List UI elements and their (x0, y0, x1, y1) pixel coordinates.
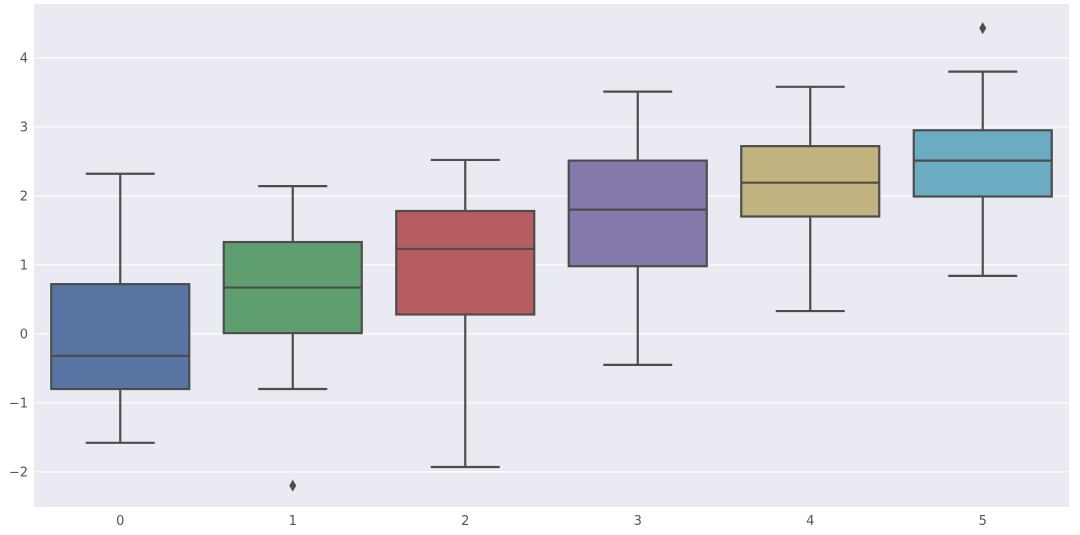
x-tick-label: 3 (634, 514, 642, 529)
y-tick-label: 2 (20, 189, 28, 204)
plot-background (34, 4, 1069, 507)
x-tick-label: 4 (806, 514, 814, 529)
boxes (50, 22, 1053, 492)
y-tick-label: 1 (20, 258, 28, 273)
y-axis-ticks: −2 −1 0 1 2 3 4 (9, 51, 28, 480)
outlier-diamond-icon (289, 479, 297, 492)
x-tick-label: 0 (116, 514, 124, 529)
box-3 (567, 90, 708, 366)
x-axis-ticks: 0 1 2 3 4 5 (116, 514, 987, 529)
iqr-box (912, 129, 1053, 198)
box-0 (50, 172, 191, 444)
gridlines (34, 57, 1069, 473)
iqr-box (740, 145, 881, 218)
box-4 (740, 85, 881, 313)
y-tick-label: 0 (20, 327, 28, 342)
iqr-box (395, 209, 536, 316)
x-tick-label: 1 (289, 514, 297, 529)
y-tick-label: −1 (9, 396, 28, 411)
x-tick-label: 5 (979, 514, 987, 529)
y-tick-label: 4 (20, 51, 28, 66)
iqr-box (567, 159, 708, 268)
box-1 (222, 185, 363, 492)
y-tick-label: −2 (9, 465, 28, 480)
box-5 (912, 22, 1053, 277)
x-tick-label: 2 (461, 514, 469, 529)
iqr-box (50, 283, 191, 391)
y-tick-label: 3 (20, 120, 28, 135)
box-2 (395, 158, 536, 469)
outlier-diamond-icon (979, 22, 987, 35)
